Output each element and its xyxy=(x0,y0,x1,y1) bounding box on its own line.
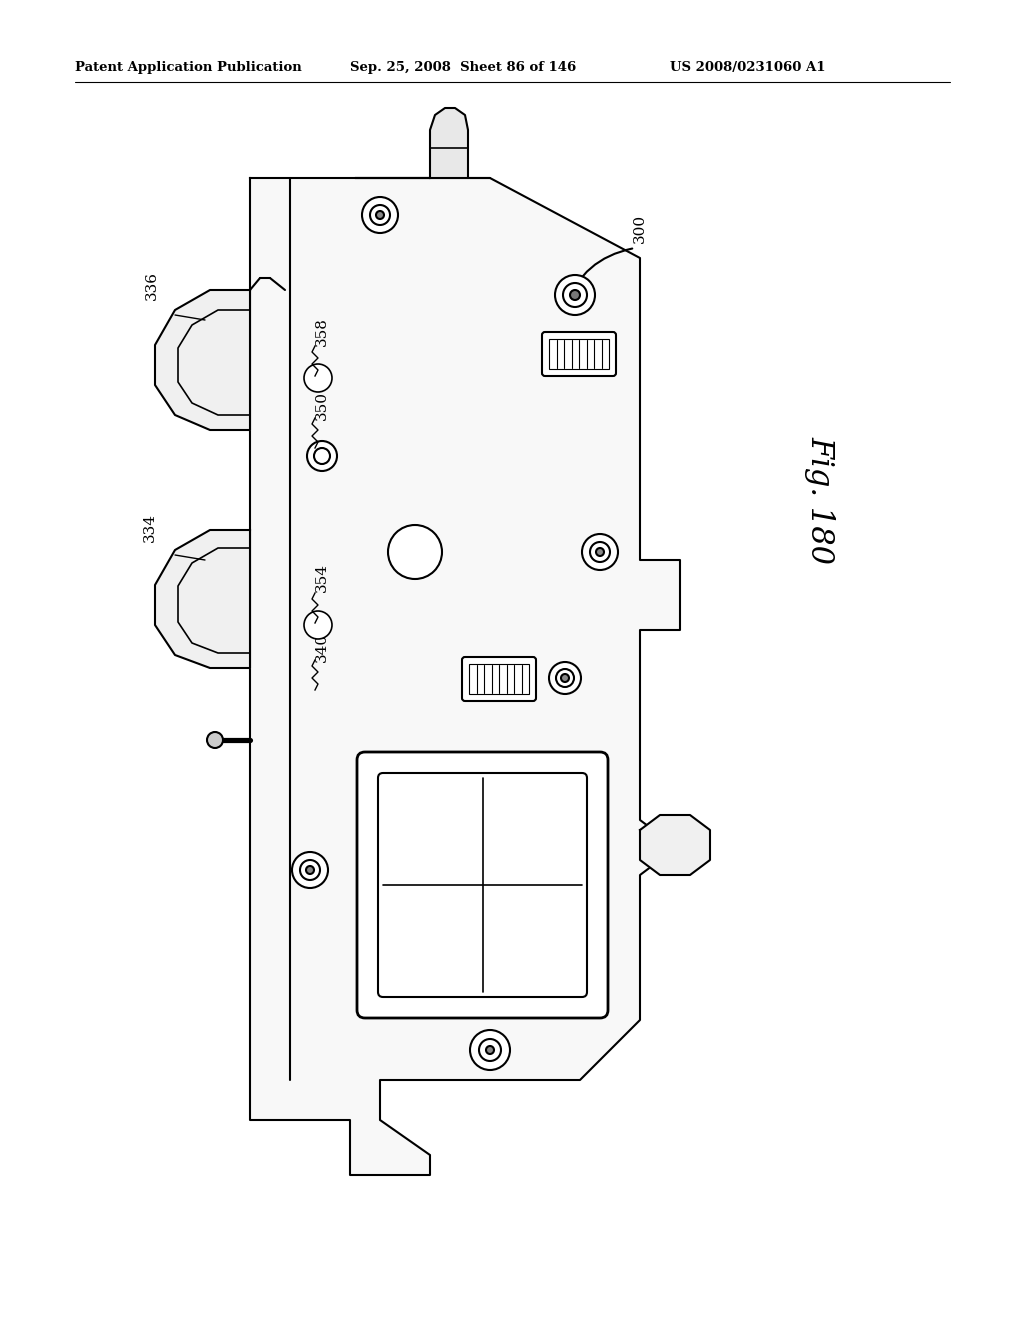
Circle shape xyxy=(479,1039,501,1061)
Circle shape xyxy=(314,447,330,465)
Circle shape xyxy=(556,669,574,686)
Circle shape xyxy=(308,368,328,388)
Text: Fig. 180: Fig. 180 xyxy=(805,436,836,564)
Circle shape xyxy=(300,861,319,880)
Circle shape xyxy=(596,548,604,556)
Circle shape xyxy=(370,205,390,224)
FancyBboxPatch shape xyxy=(462,657,536,701)
Bar xyxy=(549,339,609,370)
Text: 336: 336 xyxy=(145,271,159,300)
Text: US 2008/0231060 A1: US 2008/0231060 A1 xyxy=(670,62,825,74)
Text: 350: 350 xyxy=(315,391,329,420)
Polygon shape xyxy=(155,290,250,430)
Circle shape xyxy=(308,615,328,635)
Text: Sep. 25, 2008  Sheet 86 of 146: Sep. 25, 2008 Sheet 86 of 146 xyxy=(350,62,577,74)
Bar xyxy=(469,664,529,694)
Circle shape xyxy=(388,525,442,579)
Polygon shape xyxy=(155,531,250,668)
Text: 354: 354 xyxy=(315,564,329,593)
Text: 358: 358 xyxy=(315,318,329,346)
Circle shape xyxy=(362,197,398,234)
Circle shape xyxy=(292,851,328,888)
Circle shape xyxy=(304,611,332,639)
Circle shape xyxy=(549,663,581,694)
FancyBboxPatch shape xyxy=(378,774,587,997)
Circle shape xyxy=(307,441,337,471)
Polygon shape xyxy=(250,178,680,1175)
Circle shape xyxy=(486,1045,494,1053)
Circle shape xyxy=(561,675,569,682)
Circle shape xyxy=(376,211,384,219)
Circle shape xyxy=(304,364,332,392)
Text: 334: 334 xyxy=(143,513,157,543)
Circle shape xyxy=(470,1030,510,1071)
Circle shape xyxy=(590,543,610,562)
Polygon shape xyxy=(640,814,710,875)
Circle shape xyxy=(582,535,618,570)
FancyBboxPatch shape xyxy=(542,333,616,376)
Text: Patent Application Publication: Patent Application Publication xyxy=(75,62,302,74)
Circle shape xyxy=(207,733,223,748)
Circle shape xyxy=(570,290,580,300)
Text: 340: 340 xyxy=(315,632,329,661)
Text: 300: 300 xyxy=(633,214,647,243)
Circle shape xyxy=(555,275,595,315)
Circle shape xyxy=(306,866,314,874)
Polygon shape xyxy=(430,108,468,178)
Circle shape xyxy=(563,282,587,308)
FancyBboxPatch shape xyxy=(357,752,608,1018)
